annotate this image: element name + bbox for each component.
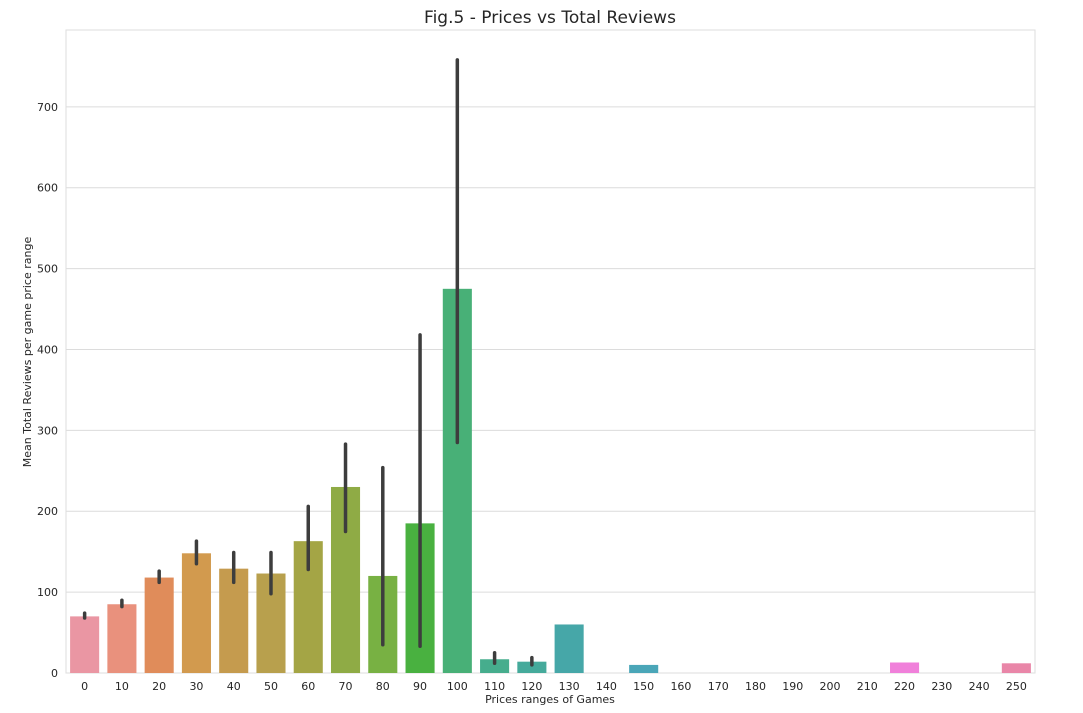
bar <box>554 624 584 673</box>
x-tick-label: 130 <box>559 680 580 693</box>
x-tick-label: 240 <box>969 680 990 693</box>
x-tick-label: 30 <box>189 680 203 693</box>
chart-title: Fig.5 - Prices vs Total Reviews <box>424 8 676 28</box>
bar <box>629 664 659 673</box>
x-axis-ticks: 0 10 20 30 40 50 60 70 80 90 100 110 120 130 140 150 160… <box>81 680 1027 693</box>
x-tick-label: 160 <box>670 680 691 693</box>
x-tick-label: 20 <box>152 680 166 693</box>
y-tick-label: 100 <box>37 586 58 599</box>
x-tick-label: 250 <box>1006 680 1027 693</box>
bar <box>144 577 174 673</box>
bars <box>70 288 1031 673</box>
y-tick-label: 500 <box>37 263 58 276</box>
x-axis-label: Prices ranges of Games <box>485 693 615 706</box>
y-tick-label: 700 <box>37 101 58 114</box>
x-tick-label: 40 <box>227 680 241 693</box>
y-tick-label: 0 <box>51 667 58 680</box>
y-tick-label: 600 <box>37 182 58 195</box>
plot-area-frame <box>65 29 1036 674</box>
y-tick-label: 300 <box>37 424 58 437</box>
x-tick-label: 220 <box>894 680 915 693</box>
x-tick-label: 80 <box>376 680 390 693</box>
x-tick-label: 150 <box>633 680 654 693</box>
bar <box>517 661 547 673</box>
x-tick-label: 170 <box>708 680 729 693</box>
x-tick-label: 190 <box>782 680 803 693</box>
bar <box>181 553 211 673</box>
y-tick-label: 400 <box>37 343 58 356</box>
y-axis-label: Mean Total Reviews per game price range <box>21 237 34 468</box>
bar <box>107 604 137 673</box>
x-tick-label: 120 <box>521 680 542 693</box>
bar <box>890 662 920 673</box>
y-tick-label: 200 <box>37 505 58 518</box>
x-tick-label: 210 <box>857 680 878 693</box>
x-tick-label: 100 <box>447 680 468 693</box>
x-tick-label: 140 <box>596 680 617 693</box>
x-tick-label: 70 <box>339 680 353 693</box>
x-tick-label: 0 <box>81 680 88 693</box>
gridlines <box>66 106 1035 674</box>
x-tick-label: 230 <box>931 680 952 693</box>
y-axis-ticks: 0 100 200 300 400 500 600 700 <box>37 101 58 680</box>
x-tick-label: 90 <box>413 680 427 693</box>
x-tick-label: 10 <box>115 680 129 693</box>
error-bars <box>82 58 534 667</box>
bar <box>480 659 510 673</box>
x-tick-label: 200 <box>820 680 841 693</box>
x-tick-label: 60 <box>301 680 315 693</box>
bar <box>219 568 249 673</box>
x-tick-label: 110 <box>484 680 505 693</box>
bar <box>1001 663 1031 673</box>
bar <box>70 616 100 673</box>
x-tick-label: 50 <box>264 680 278 693</box>
x-tick-label: 180 <box>745 680 766 693</box>
